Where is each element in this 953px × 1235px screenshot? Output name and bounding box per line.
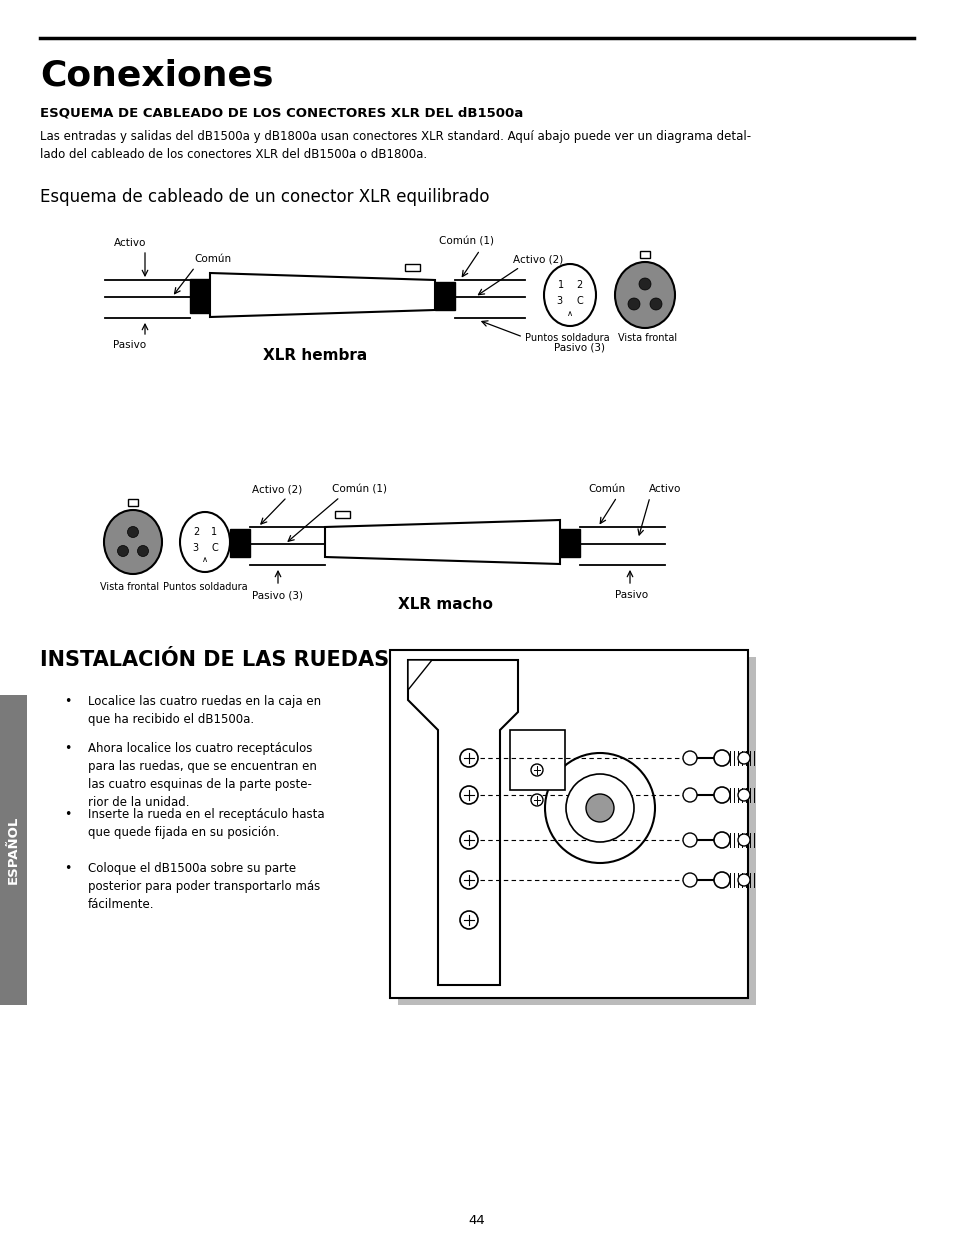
Bar: [435, 282, 455, 310]
Circle shape: [459, 785, 477, 804]
Polygon shape: [408, 659, 517, 986]
Text: C: C: [212, 543, 218, 553]
Text: XLR hembra: XLR hembra: [263, 348, 367, 363]
Text: Pasivo: Pasivo: [615, 590, 648, 600]
Text: C: C: [576, 296, 583, 306]
Text: Vista frontal: Vista frontal: [618, 333, 677, 343]
Bar: [335, 511, 350, 517]
Bar: [639, 251, 649, 258]
Ellipse shape: [180, 513, 230, 572]
Ellipse shape: [615, 262, 675, 329]
Circle shape: [565, 774, 634, 842]
Polygon shape: [210, 273, 435, 317]
Polygon shape: [408, 659, 432, 690]
Circle shape: [128, 526, 138, 537]
Bar: [128, 499, 138, 506]
Text: Común (1): Común (1): [439, 237, 494, 247]
Text: Activo (2): Activo (2): [513, 254, 562, 264]
Text: ESPAÑOL: ESPAÑOL: [7, 816, 19, 884]
Text: Pasivo (3): Pasivo (3): [253, 590, 303, 600]
Bar: [405, 264, 419, 270]
Text: Común: Común: [588, 484, 625, 494]
Bar: [190, 279, 210, 312]
Circle shape: [682, 873, 697, 887]
Circle shape: [117, 546, 129, 557]
Circle shape: [713, 872, 729, 888]
Text: •: •: [64, 862, 71, 876]
Ellipse shape: [543, 264, 596, 326]
Circle shape: [738, 789, 749, 802]
Circle shape: [544, 753, 655, 863]
Circle shape: [713, 787, 729, 803]
Circle shape: [459, 748, 477, 767]
Text: Activo: Activo: [113, 238, 146, 248]
Text: •: •: [64, 742, 71, 755]
Text: Pasivo: Pasivo: [113, 340, 147, 350]
Bar: [230, 529, 250, 557]
Bar: [397, 657, 755, 1005]
Ellipse shape: [104, 510, 162, 574]
Text: Puntos soldadura: Puntos soldadura: [163, 582, 247, 592]
Text: Común: Común: [194, 254, 232, 264]
Text: •: •: [64, 808, 71, 821]
Text: Inserte la rueda en el receptáculo hasta
que quede fijada en su posición.: Inserte la rueda en el receptáculo hasta…: [88, 808, 324, 839]
Circle shape: [459, 831, 477, 848]
Text: Activo: Activo: [648, 484, 680, 494]
Text: Ahora localice los cuatro receptáculos
para las ruedas, que se encuentran en
las: Ahora localice los cuatro receptáculos p…: [88, 742, 316, 809]
Circle shape: [639, 278, 650, 290]
Circle shape: [682, 832, 697, 847]
Circle shape: [531, 794, 542, 806]
Bar: [559, 529, 579, 557]
Text: 3: 3: [192, 543, 198, 553]
Text: Localice las cuatro ruedas en la caja en
que ha recibido el dB1500a.: Localice las cuatro ruedas en la caja en…: [88, 695, 321, 726]
Circle shape: [713, 832, 729, 848]
Text: INSTALACIÓN DE LAS RUEDAS: INSTALACIÓN DE LAS RUEDAS: [40, 650, 389, 671]
Text: ∧: ∧: [202, 556, 208, 564]
Text: Coloque el dB1500a sobre su parte
posterior para poder transportarlo más
fácilme: Coloque el dB1500a sobre su parte poster…: [88, 862, 320, 911]
Circle shape: [738, 874, 749, 885]
Circle shape: [585, 794, 614, 823]
Text: ESQUEMA DE CABLEADO DE LOS CONECTORES XLR DEL dB1500a: ESQUEMA DE CABLEADO DE LOS CONECTORES XL…: [40, 106, 522, 119]
Text: Esquema de cableado de un conector XLR equilibrado: Esquema de cableado de un conector XLR e…: [40, 188, 489, 206]
Circle shape: [738, 834, 749, 846]
Bar: [0, 695, 27, 1005]
Text: Pasivo (3): Pasivo (3): [554, 343, 605, 353]
Text: Conexiones: Conexiones: [40, 58, 274, 91]
Text: 1: 1: [558, 280, 563, 290]
Circle shape: [459, 871, 477, 889]
Circle shape: [459, 911, 477, 929]
Text: Vista frontal: Vista frontal: [100, 582, 159, 592]
Text: 2: 2: [193, 527, 199, 537]
Circle shape: [649, 298, 661, 310]
Text: 1: 1: [211, 527, 217, 537]
Text: Común (1): Común (1): [333, 484, 387, 494]
Bar: [390, 650, 747, 998]
Circle shape: [713, 750, 729, 766]
Text: 3: 3: [556, 296, 561, 306]
Circle shape: [627, 298, 639, 310]
Text: •: •: [64, 695, 71, 708]
Text: XLR macho: XLR macho: [397, 597, 492, 613]
Polygon shape: [325, 520, 559, 564]
Circle shape: [137, 546, 149, 557]
Circle shape: [531, 764, 542, 776]
Circle shape: [738, 752, 749, 764]
Text: ∧: ∧: [566, 309, 573, 317]
Bar: [510, 730, 564, 790]
Text: Puntos soldadura: Puntos soldadura: [524, 333, 609, 343]
Text: 2: 2: [576, 280, 581, 290]
Text: Activo (2): Activo (2): [252, 484, 302, 494]
Circle shape: [682, 788, 697, 802]
Text: Las entradas y salidas del dB1500a y dB1800a usan conectores XLR standard. Aquí : Las entradas y salidas del dB1500a y dB1…: [40, 130, 750, 161]
Text: 44: 44: [468, 1214, 485, 1226]
Circle shape: [682, 751, 697, 764]
